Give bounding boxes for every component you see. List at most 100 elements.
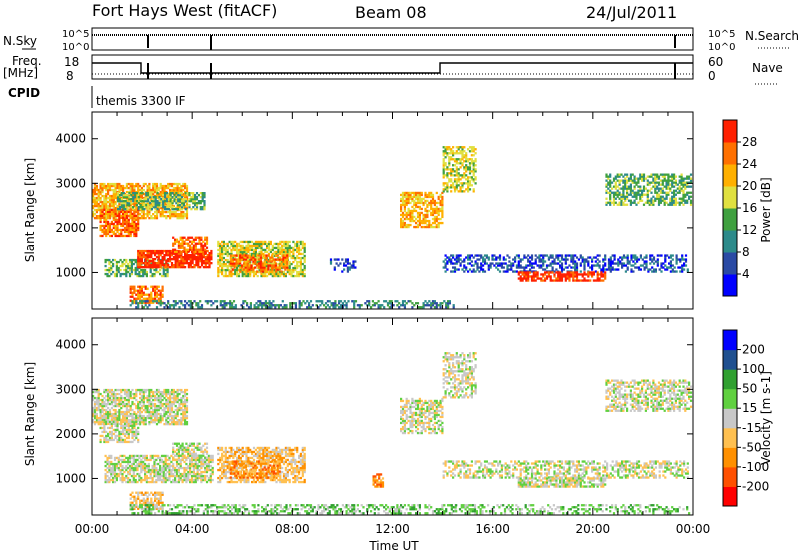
scatter-cell: [681, 266, 684, 269]
scatter-cell: [172, 215, 175, 218]
scatter-cell: [126, 202, 129, 205]
scatter-cell: [163, 210, 166, 214]
scatter-cell: [249, 240, 252, 244]
scatter-cell: [122, 412, 125, 416]
scatter-cell: [647, 270, 650, 273]
scatter-cell: [167, 202, 170, 205]
scatter-cell: [616, 189, 619, 192]
scatter-cell: [269, 266, 272, 270]
scatter-cell: [219, 262, 222, 266]
scatter-cell: [457, 148, 460, 151]
scatter-cell: [130, 260, 133, 264]
scatter-cell: [415, 302, 418, 305]
scatter-cell: [284, 252, 287, 256]
scatter-cell: [673, 270, 676, 273]
scatter-cell: [547, 258, 550, 261]
scatter-cell: [140, 287, 143, 290]
scatter-cell: [418, 221, 421, 225]
scatter-cell: [607, 187, 610, 190]
scatter-cell: [564, 262, 567, 265]
scatter-cell: [470, 178, 473, 181]
scatter-cell: [637, 179, 640, 182]
scatter-cell: [437, 217, 440, 221]
scatter-cell: [163, 306, 166, 309]
scatter-cell: [105, 210, 108, 213]
scatter-cell: [684, 201, 687, 204]
scatter-cell: [182, 184, 185, 188]
scatter-cell: [140, 274, 143, 278]
scatter-cell: [261, 264, 264, 267]
scatter-cell: [572, 254, 575, 257]
scatter-cell: [115, 262, 118, 266]
scatter-cell: [453, 170, 457, 173]
scatter-cell: [95, 416, 98, 420]
scatter-cell: [192, 198, 195, 201]
scatter-cell: [639, 254, 642, 257]
scatter-cell: [150, 192, 153, 196]
scatter-cell: [154, 215, 157, 218]
scatter-cell: [152, 200, 155, 203]
scatter-cell: [435, 223, 438, 227]
scatter-cell: [491, 258, 494, 261]
scatter-cell: [683, 262, 686, 265]
nsky-drop-lines: [147, 35, 676, 50]
scatter-cell: [441, 199, 444, 203]
scatter-cell: [448, 172, 451, 175]
scatter-cell: [217, 242, 220, 246]
scatter-cell: [188, 194, 191, 197]
scatter-cell: [232, 256, 235, 260]
scatter-cell: [609, 189, 612, 192]
scatter-cell: [93, 204, 97, 208]
scatter-cell: [169, 184, 172, 188]
scatter-cell: [515, 264, 518, 267]
scatter-cell: [545, 266, 549, 269]
scatter-cell: [281, 254, 284, 258]
scatter-cell: [116, 419, 119, 422]
scatter-cell: [409, 197, 412, 201]
scatter-cell: [230, 274, 233, 278]
scatter-cell: [622, 264, 626, 267]
scatter-cell: [686, 201, 689, 204]
scatter-cell: [122, 212, 125, 215]
scatter-cell: [405, 213, 408, 217]
scatter-cell: [645, 254, 648, 257]
scatter-cell: [570, 271, 573, 274]
scatter-cell: [221, 304, 224, 307]
scatter-cell: [682, 185, 685, 188]
scatter-cell: [234, 272, 237, 276]
scatter-cell: [431, 217, 435, 221]
scatter-cell: [241, 256, 244, 259]
scatter-cell: [252, 248, 256, 252]
scatter-cell: [652, 181, 655, 184]
scatter-cell: [124, 194, 127, 197]
scatter-cell: [97, 202, 100, 206]
scatter-cell: [237, 252, 241, 256]
scatter-cell: [112, 200, 115, 204]
scatter-cell: [461, 162, 464, 165]
scatter-cell: [303, 274, 306, 278]
scatter-cell: [155, 194, 159, 198]
scatter-cell: [239, 250, 242, 254]
scatter-cell: [150, 215, 153, 218]
scatter-cell: [189, 302, 192, 305]
scatter-cell: [388, 306, 391, 309]
scatter-cell: [667, 203, 670, 206]
scatter-cell: [174, 238, 177, 241]
scatter-cell: [654, 175, 657, 178]
scatter-cell: [424, 193, 427, 197]
scatter-cell: [112, 264, 115, 268]
scatter-cell: [104, 264, 107, 268]
scatter-cell: [577, 273, 580, 276]
scatter-cell: [188, 204, 191, 207]
scatter-cell: [107, 222, 110, 226]
scatter-cell: [116, 218, 119, 221]
scatter-cell: [532, 273, 535, 276]
scatter-cell: [453, 174, 457, 177]
scatter-cell: [618, 181, 621, 184]
scatter-cell: [97, 396, 100, 400]
scatter-cell: [557, 279, 560, 282]
scatter-cell: [659, 183, 662, 186]
scatter-cell: [525, 266, 528, 269]
scatter-cell: [644, 187, 647, 190]
scatter-cell: [99, 204, 102, 208]
